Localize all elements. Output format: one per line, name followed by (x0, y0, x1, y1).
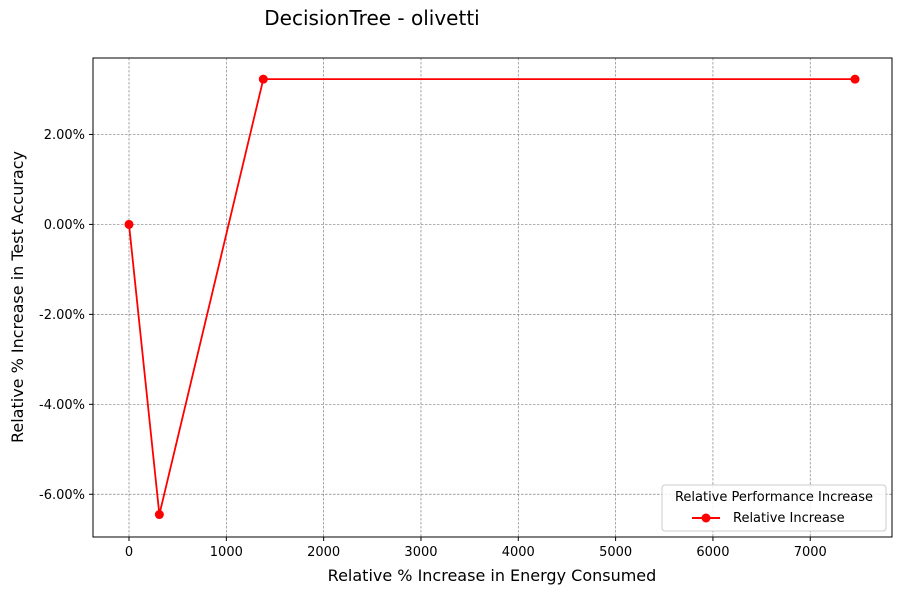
x-axis: 0 1000 2000 3000 4000 5000 6000 7000 (125, 537, 827, 560)
x-axis-label: Relative % Increase in Energy Consumed (328, 566, 657, 585)
y-tick-label: -4.00% (39, 398, 85, 413)
x-tick-label: 7000 (794, 545, 827, 560)
x-tick-label: 2000 (307, 545, 340, 560)
grid (93, 58, 892, 537)
x-tick-label: 3000 (404, 545, 437, 560)
chart-title: DecisionTree - olivetti (264, 6, 479, 30)
legend-marker-swatch (701, 513, 711, 523)
data-point (154, 510, 164, 520)
x-tick-label: 1000 (210, 545, 243, 560)
legend-title: Relative Performance Increase (675, 490, 873, 505)
data-point (258, 74, 268, 84)
x-tick-label: 5000 (599, 545, 632, 560)
y-tick-label: -2.00% (39, 308, 85, 323)
y-tick-label: 2.00% (44, 128, 85, 143)
x-tick-label: 6000 (696, 545, 729, 560)
plot-area (92, 57, 893, 538)
x-tick-label: 0 (125, 545, 133, 560)
x-tick-label: 4000 (502, 545, 535, 560)
y-tick-label: 0.00% (44, 218, 85, 233)
series-layer (124, 74, 860, 520)
data-point (850, 74, 860, 84)
legend-entry-label: Relative Increase (733, 511, 845, 526)
data-point (124, 219, 134, 229)
y-axis: -6.00% -4.00% -2.00% 0.00% 2.00% (39, 128, 93, 503)
series-line (128, 78, 856, 515)
y-tick-label: -6.00% (39, 488, 85, 503)
legend: Relative Performance Increase Relative I… (661, 484, 887, 532)
y-axis-label: Relative % Increase in Test Accuracy (8, 151, 27, 443)
legend-box (661, 484, 887, 532)
